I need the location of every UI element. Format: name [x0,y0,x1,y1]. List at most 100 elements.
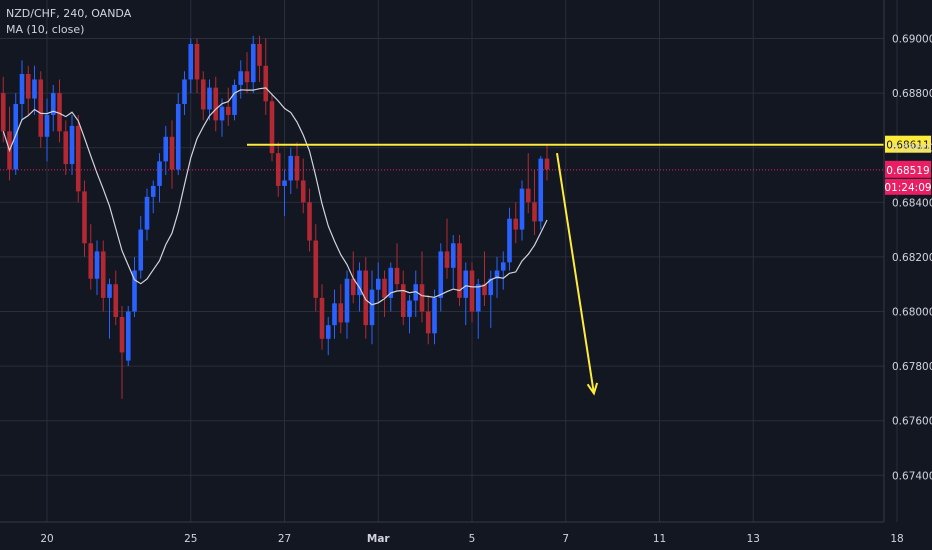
candle-body[interactable] [75,125,81,192]
candle-body[interactable] [513,218,519,230]
candle-body[interactable] [413,284,419,301]
candle-body[interactable] [394,267,400,285]
candle-body[interactable] [50,93,56,115]
candle-body[interactable] [282,180,287,186]
candle-body[interactable] [200,79,206,110]
candle-body[interactable] [432,297,437,334]
candle-body[interactable] [169,136,175,170]
candle-body[interactable] [275,153,281,186]
candle-body[interactable] [538,158,544,222]
candle-body[interactable] [213,87,219,121]
countdown-label: 01:24:09 [884,182,931,194]
candle-body[interactable] [257,43,262,66]
candle-body[interactable] [319,297,325,339]
candle-body[interactable] [138,229,144,271]
candle-body[interactable] [519,188,525,230]
trend-arrow-line[interactable] [556,153,595,394]
symbol-title[interactable]: NZD/CHF, 240, OANDA [6,7,132,20]
resistance-price-label: 0.68611 [886,140,929,152]
candle-body[interactable] [44,114,50,137]
candle-body[interactable] [425,311,431,334]
candle-body[interactable] [532,202,537,222]
candle-body[interactable] [469,270,475,312]
candle-body[interactable] [100,251,106,298]
candle-body[interactable] [507,218,512,263]
candle-body[interactable] [463,270,469,298]
candle-body[interactable] [69,125,75,165]
candle-body[interactable] [82,191,87,244]
candle-body[interactable] [363,270,369,326]
trend-arrow-head[interactable] [586,382,599,396]
candle-body[interactable] [113,284,119,317]
candle-body[interactable] [482,284,487,296]
candle-body[interactable] [369,289,375,326]
candle-body[interactable] [438,251,444,298]
y-tick-label: 0.67600 [892,416,932,428]
candle-body[interactable] [94,251,100,279]
candle-body[interactable] [232,84,237,115]
candle-body[interactable] [207,87,212,110]
candle-body[interactable] [150,185,156,197]
candle-body[interactable] [325,325,331,339]
candle-body[interactable] [144,196,150,230]
candle-body[interactable] [357,270,362,296]
candle-body[interactable] [382,278,387,298]
candle-body[interactable] [132,270,137,312]
candle-body[interactable] [475,284,481,312]
candle-body[interactable] [338,303,344,323]
candle-body[interactable] [238,71,244,85]
candle-body[interactable] [388,267,394,298]
candle-body[interactable] [225,106,231,115]
last-price-tag [885,160,931,178]
candle-body[interactable] [344,278,350,323]
candle-body[interactable] [500,262,506,271]
candle-body[interactable] [57,93,62,132]
candlestick-series[interactable] [0,35,550,399]
candle-body[interactable] [188,43,194,80]
candle-body[interactable] [525,188,531,203]
candle-body[interactable] [250,43,256,83]
candle-body[interactable] [288,155,294,181]
candle-body[interactable] [13,104,19,170]
candle-body[interactable] [313,240,319,298]
candle-body[interactable] [175,104,181,170]
indicator-title[interactable]: MA (10, close) [6,23,85,36]
drawing-annotations[interactable]: 0.68611 0.68519 01:24:09 [0,135,932,396]
candle-body[interactable] [32,79,37,99]
candle-body[interactable] [400,284,406,317]
candle-body[interactable] [219,106,225,121]
candle-body[interactable] [38,79,44,137]
candle-body[interactable] [182,79,187,105]
candle-body[interactable] [294,155,300,181]
moving-average-line [2,87,548,306]
candle-body[interactable] [444,251,450,268]
candle-body[interactable] [494,270,500,279]
candle-body[interactable] [119,316,125,353]
candle-body[interactable] [263,65,269,102]
candle-body[interactable] [488,278,494,296]
candle-body[interactable] [88,243,94,279]
candle-body[interactable] [25,73,31,99]
candle-body[interactable] [407,300,412,317]
candle-body[interactable] [107,284,112,298]
candle-body[interactable] [332,303,337,326]
candle-body[interactable] [125,311,131,361]
candle-body[interactable] [269,101,275,154]
candle-body[interactable] [350,278,356,296]
candle-body[interactable] [300,180,306,203]
candle-body[interactable] [457,243,462,298]
candle-body[interactable] [544,158,550,170]
candle-body[interactable] [63,131,69,165]
candle-body[interactable] [307,202,312,241]
resistance-price-tag [885,135,931,153]
candle-body[interactable] [19,73,25,105]
candle-body[interactable] [244,71,250,83]
candle-body[interactable] [450,243,456,268]
candle-body[interactable] [375,278,381,290]
candle-body[interactable] [0,93,6,132]
candle-body[interactable] [194,43,200,80]
candle-body[interactable] [419,284,425,312]
candle-body[interactable] [163,136,169,162]
candle-body[interactable] [157,161,162,186]
